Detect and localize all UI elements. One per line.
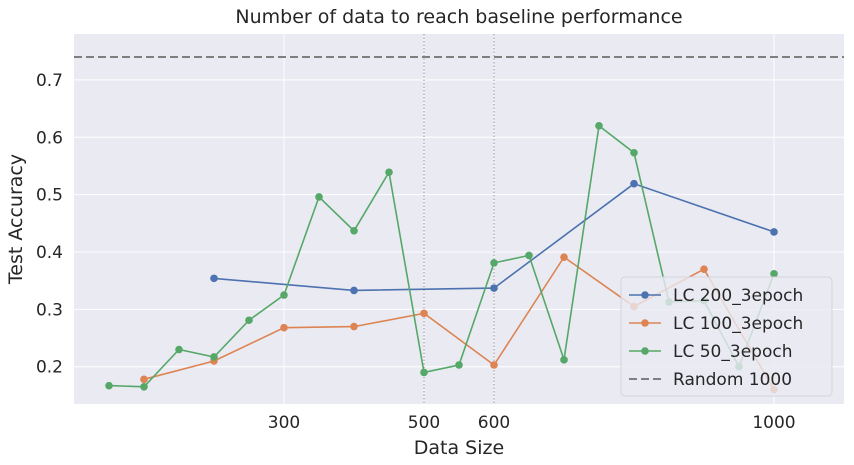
data-point [350, 226, 358, 235]
legend-marker [641, 319, 649, 327]
data-point [490, 284, 498, 292]
legend-box [620, 276, 833, 397]
y-tick-label: 0.4 [36, 243, 63, 263]
x-tick-label: 600 [478, 413, 510, 433]
series-1 [210, 179, 778, 295]
y-tick-label: 0.3 [36, 300, 63, 320]
data-point [350, 286, 358, 295]
x-tick-label: 1000 [752, 413, 795, 433]
data-point [280, 291, 288, 299]
y-tick-label: 0.6 [36, 128, 63, 148]
data-point [700, 265, 708, 273]
data-point [315, 193, 323, 201]
legend-entry: LC 100_3epoch [629, 314, 803, 334]
data-point [420, 309, 428, 318]
legend-label: LC 100_3epoch [673, 314, 803, 334]
data-point [490, 259, 498, 267]
data-point [420, 368, 428, 377]
x-tick-label: 500 [408, 413, 440, 433]
legend-marker [641, 347, 649, 355]
data-point [770, 269, 778, 278]
data-point [595, 121, 603, 130]
data-point [350, 322, 358, 331]
data-point [175, 345, 183, 354]
vertical-markers [423, 34, 495, 404]
data-point [140, 382, 148, 391]
data-point [630, 148, 638, 157]
legend-marker [641, 291, 649, 299]
legend-label: LC 50_3epoch [673, 342, 792, 362]
data-point [525, 251, 533, 260]
data-point [280, 323, 288, 332]
data-point [385, 168, 393, 177]
data-point [210, 353, 218, 361]
y-tick-label: 0.2 [36, 358, 63, 378]
legend-entry: LC 50_3epoch [629, 342, 792, 362]
data-point [630, 179, 638, 188]
data-point [770, 228, 778, 236]
data-point [105, 381, 113, 390]
legend: LC 200_3epoch LC 100_3epoch LC 50_3epoch Ra… [620, 276, 833, 397]
data-point [455, 361, 463, 369]
data-point [140, 375, 148, 384]
chart-title: Number of data to reach baseline perform… [235, 6, 682, 28]
data-point [210, 274, 218, 283]
data-point [560, 356, 568, 364]
data-point [245, 316, 253, 325]
data-point [490, 361, 498, 369]
data-point [560, 253, 568, 261]
legend-label: Random 1000 [673, 370, 792, 390]
legend-entry: LC 200_3epoch [629, 286, 803, 306]
y-axis-label: Test Accuracy [5, 154, 27, 285]
y-tick-label: 0.5 [36, 186, 63, 206]
x-tick-label: 300 [268, 413, 300, 433]
y-tick-label: 0.7 [36, 71, 63, 91]
legend-label: LC 200_3epoch [673, 286, 803, 306]
legend-entry: Random 1000 [629, 370, 792, 390]
tick-labels: 0.2 0.3 0.4 0.5 0.6 0.7 300 500 600 1000 [36, 71, 796, 433]
x-axis-label: Data Size [414, 437, 504, 459]
